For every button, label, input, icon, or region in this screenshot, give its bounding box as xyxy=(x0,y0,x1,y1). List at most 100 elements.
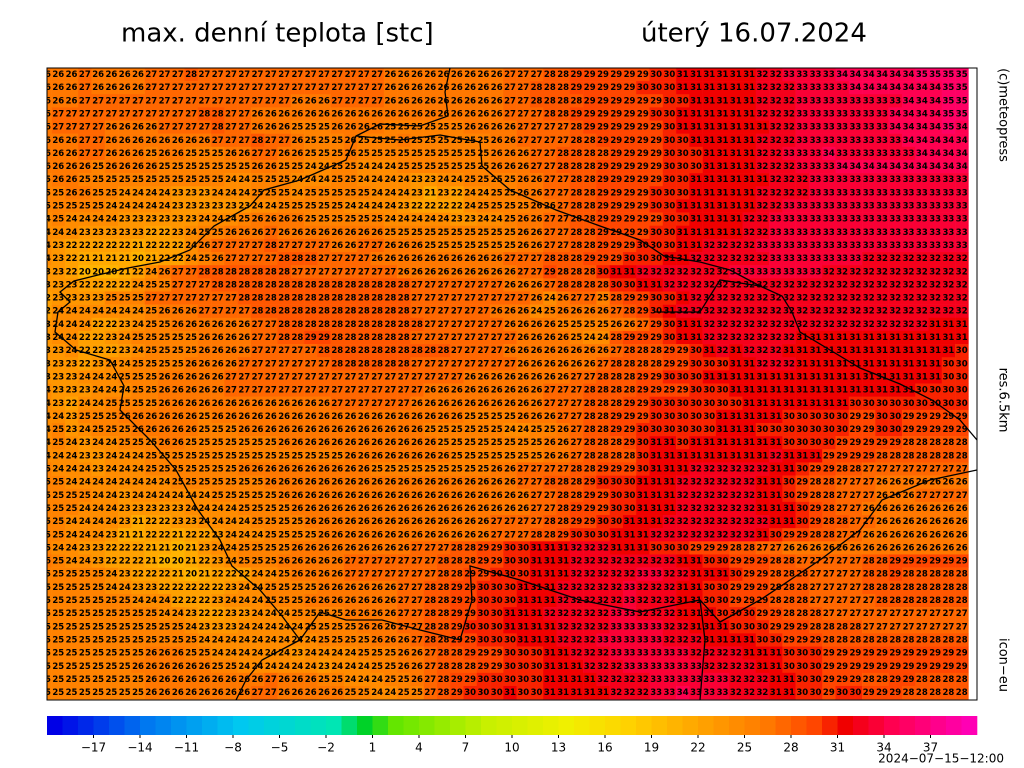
cell-value: 27 xyxy=(531,254,543,264)
cell-value: 33 xyxy=(916,202,928,212)
cell-value: 26 xyxy=(531,359,543,369)
cell-value: 33 xyxy=(836,136,848,146)
cell-value: 25 xyxy=(199,162,211,172)
cell-value: 31 xyxy=(730,70,742,80)
cell-value: 32 xyxy=(717,346,729,356)
cell-value: 32 xyxy=(730,254,742,264)
cell-value: 22 xyxy=(79,333,91,343)
cell-value: 33 xyxy=(889,215,901,225)
cell-value: 32 xyxy=(823,267,835,277)
cell xyxy=(290,107,305,121)
cell-value: 27 xyxy=(172,267,184,277)
cell-value: 24 xyxy=(358,162,370,172)
cell-value: 27 xyxy=(557,136,569,146)
cell-value: 28 xyxy=(610,294,622,304)
cell-value: 27 xyxy=(252,346,264,356)
cell-value: 27 xyxy=(185,83,197,93)
cell xyxy=(410,81,424,95)
cell-value: 24 xyxy=(132,280,144,290)
cell-value: 32 xyxy=(903,307,915,317)
cell-value: 27 xyxy=(212,83,224,93)
cell-value: 27 xyxy=(252,149,264,159)
cell-value: 31 xyxy=(903,333,915,343)
cell-value: 23 xyxy=(199,188,211,198)
cell-value: 27 xyxy=(345,254,357,264)
cell-value: 28 xyxy=(331,346,343,356)
cell-value: 32 xyxy=(783,320,795,330)
cell-value: 29 xyxy=(597,202,609,212)
cell-value: 30 xyxy=(650,188,662,198)
cell-value: 30 xyxy=(664,136,676,146)
cell-value: 25 xyxy=(491,188,503,198)
cell-value: 33 xyxy=(836,241,848,251)
cell-value: 25 xyxy=(252,175,264,185)
cell-value: 34 xyxy=(943,149,955,159)
cell-value: 26 xyxy=(411,267,423,277)
cell-value: 29 xyxy=(650,333,662,343)
cell-value: 27 xyxy=(517,70,529,80)
cell-value: 24 xyxy=(199,215,211,225)
cell-value: 22 xyxy=(106,280,118,290)
cell-value: 25 xyxy=(424,162,436,172)
cell-value: 28 xyxy=(331,307,343,317)
cell-value: 31 xyxy=(717,215,729,225)
cell-value: 27 xyxy=(424,333,436,343)
cell-value: 24 xyxy=(52,228,64,238)
cell-value: 32 xyxy=(929,280,941,290)
cell xyxy=(317,107,331,121)
cell-value: 25 xyxy=(199,175,211,185)
cell-value: 31 xyxy=(850,333,862,343)
cell-value: 26 xyxy=(544,320,556,330)
cell-value: 24 xyxy=(66,215,78,225)
cell-value: 26 xyxy=(331,228,343,238)
cell-value: 28 xyxy=(610,333,622,343)
cell-value: 27 xyxy=(159,70,171,80)
cell-value: 31 xyxy=(730,109,742,119)
cell-value: 25 xyxy=(424,149,436,159)
cell-value: 31 xyxy=(703,175,715,185)
cell xyxy=(769,81,783,95)
cell-value: 25 xyxy=(411,228,423,238)
cell-value: 26 xyxy=(66,83,78,93)
cell-value: 25 xyxy=(185,333,197,343)
cell-value: 32 xyxy=(757,228,769,238)
cell-value: 32 xyxy=(730,307,742,317)
cell-value: 26 xyxy=(185,136,197,146)
cell-value: 27 xyxy=(238,83,250,93)
cell-value: 26 xyxy=(517,307,529,317)
cell-value: 24 xyxy=(212,215,224,225)
cell-value: 26 xyxy=(292,149,304,159)
cell-value: 28 xyxy=(571,149,583,159)
cell-value: 28 xyxy=(398,359,410,369)
cell-value: 30 xyxy=(610,280,622,290)
cell-value: 28 xyxy=(292,320,304,330)
cell-value: 25 xyxy=(504,228,516,238)
cell-value: 25 xyxy=(159,280,171,290)
cell xyxy=(157,94,172,108)
cell-value: 26 xyxy=(39,83,51,93)
cell xyxy=(304,81,318,95)
cell-value: 26 xyxy=(478,109,490,119)
cell-value: 27 xyxy=(145,109,157,119)
cell-value: 31 xyxy=(836,333,848,343)
cell-value: 27 xyxy=(318,267,330,277)
cell-value: 26 xyxy=(557,333,569,343)
cell-value: 34 xyxy=(889,70,901,80)
cell xyxy=(330,81,345,95)
cell-value: 30 xyxy=(677,96,689,106)
cell-value: 35 xyxy=(956,96,968,106)
cell-value: 26 xyxy=(517,346,529,356)
cell-value: 31 xyxy=(743,188,755,198)
cell-value: 33 xyxy=(783,254,795,264)
cell xyxy=(211,94,225,108)
cell-value: 27 xyxy=(464,320,476,330)
cell-value: 27 xyxy=(597,359,609,369)
cell-value: 31 xyxy=(730,96,742,106)
cell-value: 31 xyxy=(690,109,702,119)
cell-value: 31 xyxy=(863,346,875,356)
cell-value: 27 xyxy=(79,149,91,159)
cell-value: 28 xyxy=(278,254,290,264)
cell-value: 27 xyxy=(610,346,622,356)
cell-value: 26 xyxy=(371,109,383,119)
cell-value: 26 xyxy=(345,241,357,251)
